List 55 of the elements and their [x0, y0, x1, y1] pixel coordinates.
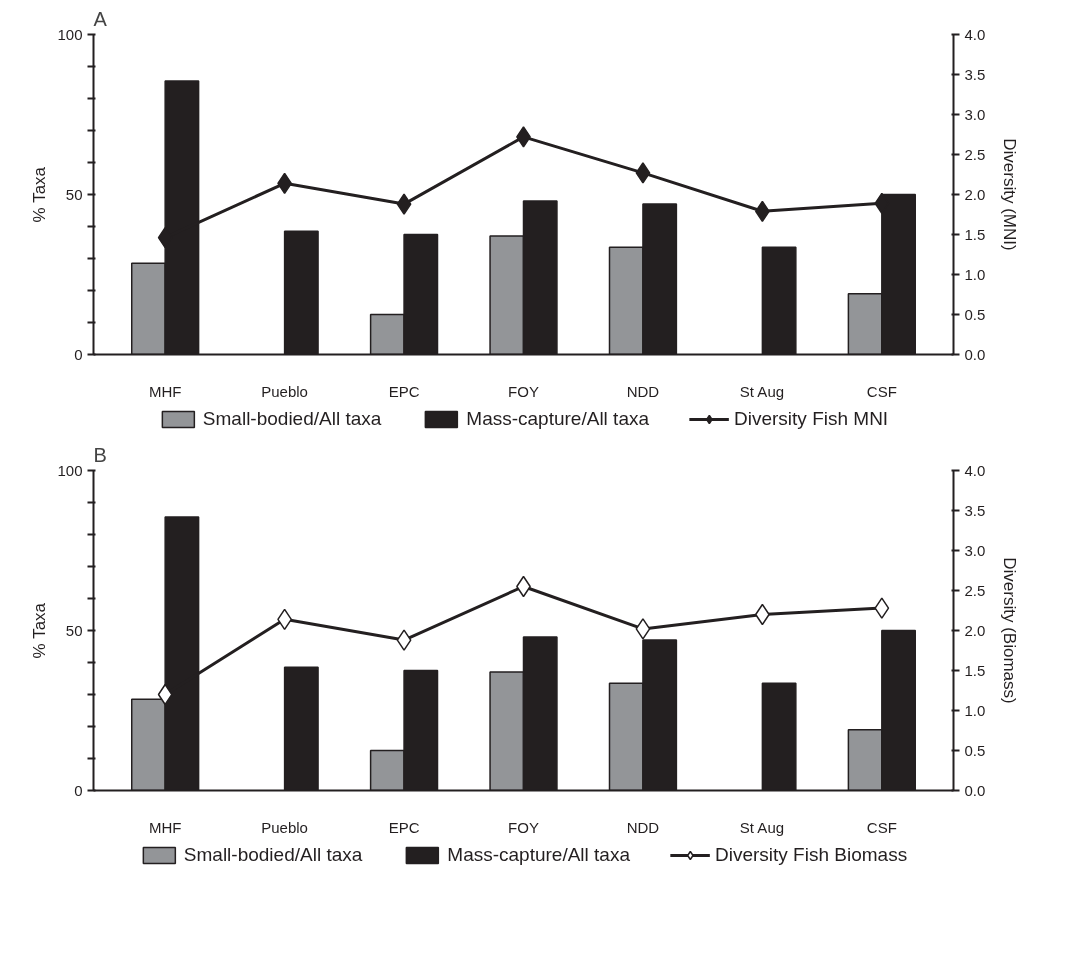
x-tick-label: NDD — [626, 382, 660, 400]
y2-tick-label: 1.5 — [964, 661, 986, 679]
y2-tick-label: 1.0 — [964, 265, 986, 283]
y2-tick-label: 3.5 — [964, 65, 986, 83]
y2-tick-label: 1.5 — [964, 225, 986, 243]
y2-tick-label: 0.5 — [964, 741, 986, 759]
x-tick-label: St Aug — [739, 818, 785, 836]
y-tick-label: 50 — [65, 621, 83, 639]
legend-label: Diversity Fish Biomass — [715, 844, 908, 866]
x-tick-label: EPC — [388, 382, 420, 400]
legend-label: Mass-capture/All taxa — [466, 408, 650, 430]
y-tick-label: 100 — [57, 25, 83, 43]
x-tick-label: MHF — [148, 382, 182, 400]
x-tick-label: CSF — [866, 818, 897, 836]
point — [396, 629, 412, 651]
y-tick-label: 50 — [65, 185, 83, 203]
x-tick-label: Pueblo — [261, 818, 308, 836]
x-tick-label: FOY — [508, 382, 539, 400]
chart-title: B — [93, 443, 107, 466]
x-tick-label: FOY — [508, 818, 539, 836]
y2-tick-label: 3.0 — [964, 105, 986, 123]
y2-tick-label: 3.0 — [964, 541, 986, 559]
y2-tick-label: 4.0 — [964, 461, 986, 479]
chart-title: A — [93, 7, 108, 30]
y-tick-label: 0 — [74, 345, 83, 363]
x-tick-label: St Aug — [739, 382, 785, 400]
y-tick-label: 0 — [74, 781, 83, 799]
y2-tick-label: 2.5 — [964, 145, 986, 163]
y2-tick-label: 4.0 — [964, 25, 986, 43]
y2-tick-label: 0.0 — [964, 781, 986, 799]
y2-tick-label: 0.0 — [964, 345, 986, 363]
legend-label: Mass-capture/All taxa — [447, 844, 631, 866]
legend-label: Small-bodied/All taxa — [202, 408, 382, 430]
point — [635, 618, 651, 640]
legend-label: Small-bodied/All taxa — [183, 844, 363, 866]
y2-axis-title: Diversity (Biomass) — [1000, 557, 1020, 704]
y2-tick-label: 2.0 — [964, 621, 986, 639]
y-axis-title: % Taxa — [30, 602, 50, 659]
y-axis-title: % Taxa — [30, 166, 50, 223]
x-tick-label: CSF — [866, 382, 897, 400]
y2-tick-label: 1.0 — [964, 701, 986, 719]
x-tick-label: NDD — [626, 818, 660, 836]
x-tick-label: EPC — [388, 818, 420, 836]
point — [635, 162, 651, 184]
point — [396, 193, 412, 215]
y2-axis-title: Diversity (MNI) — [1000, 138, 1020, 251]
y2-tick-label: 0.5 — [964, 305, 986, 323]
point — [874, 597, 890, 619]
y2-tick-label: 2.0 — [964, 185, 986, 203]
y2-tick-label: 3.5 — [964, 501, 986, 519]
y2-tick-label: 2.5 — [964, 581, 986, 599]
x-tick-label: Pueblo — [261, 382, 308, 400]
legend-label: Diversity Fish MNI — [734, 408, 889, 430]
y-tick-label: 100 — [57, 461, 83, 479]
x-tick-label: MHF — [148, 818, 182, 836]
